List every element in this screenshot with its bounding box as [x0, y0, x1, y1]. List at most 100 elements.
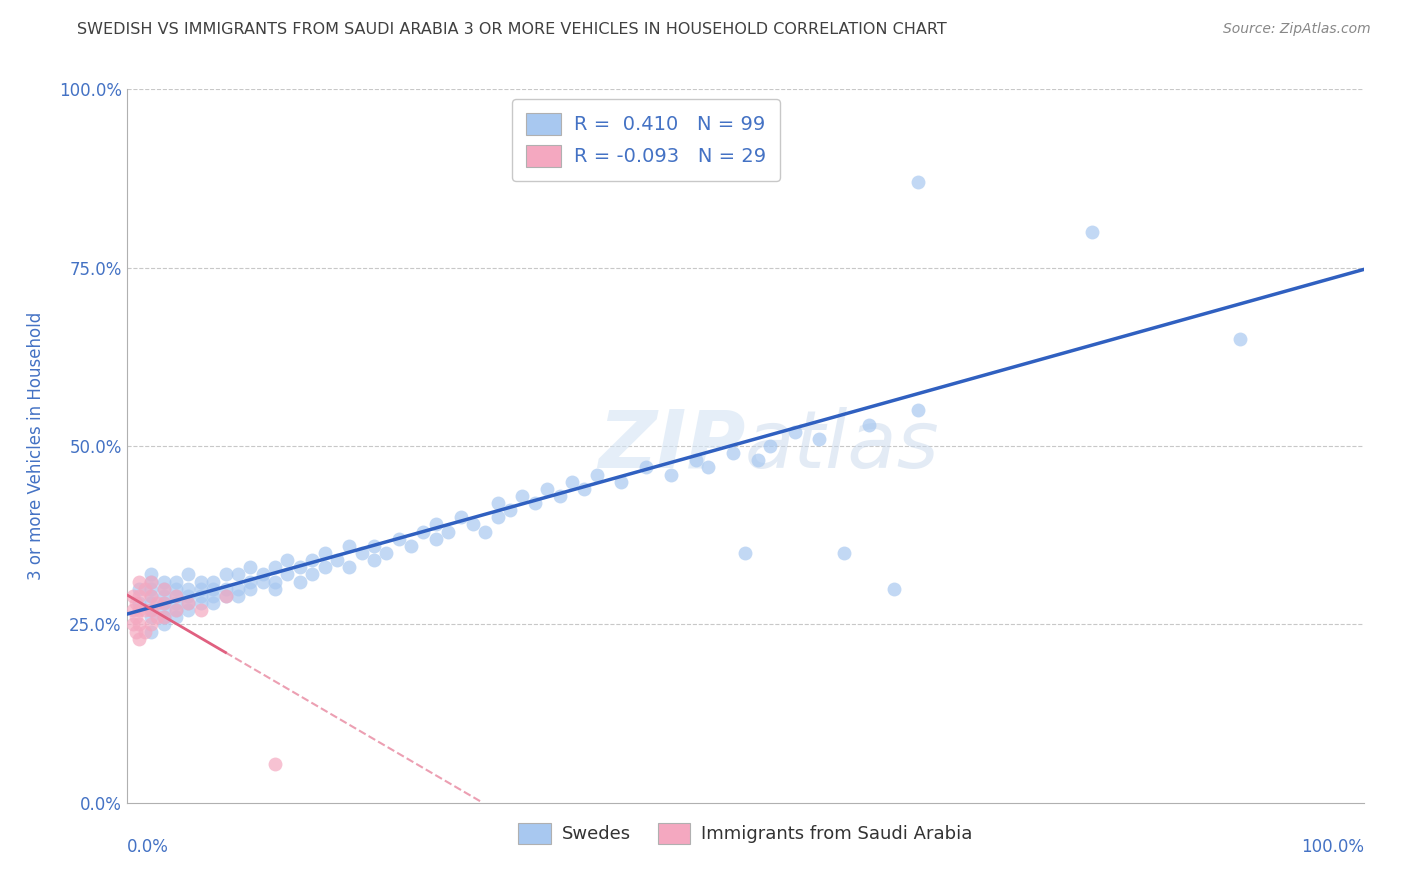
Point: [146, 610, 169, 624]
Point: [141, 617, 163, 632]
Point: [226, 582, 249, 596]
Point: [152, 596, 174, 610]
Point: [214, 589, 236, 603]
Point: [425, 517, 447, 532]
Point: [190, 574, 212, 589]
Point: [437, 524, 460, 539]
Point: [165, 603, 187, 617]
Y-axis label: 3 or more Vehicles in Household: 3 or more Vehicles in Household: [27, 312, 45, 580]
Point: [375, 546, 398, 560]
Point: [301, 553, 323, 567]
Point: [128, 632, 150, 646]
Point: [202, 574, 225, 589]
Point: [121, 589, 143, 603]
Point: [190, 582, 212, 596]
Point: [134, 603, 156, 617]
Point: [252, 574, 274, 589]
Point: [165, 574, 187, 589]
Point: [141, 624, 163, 639]
Point: [202, 596, 225, 610]
Point: [239, 574, 262, 589]
Point: [276, 567, 298, 582]
Point: [747, 453, 769, 467]
Point: [128, 582, 150, 596]
Point: [226, 567, 249, 582]
Point: [125, 624, 148, 639]
Point: [128, 603, 150, 617]
Point: [264, 560, 287, 574]
Point: [759, 439, 782, 453]
Point: [128, 574, 150, 589]
Point: [239, 560, 262, 574]
Point: [425, 532, 447, 546]
Point: [808, 432, 831, 446]
Point: [252, 567, 274, 582]
Point: [486, 510, 509, 524]
Point: [907, 403, 929, 417]
Text: SWEDISH VS IMMIGRANTS FROM SAUDI ARABIA 3 OR MORE VEHICLES IN HOUSEHOLD CORRELAT: SWEDISH VS IMMIGRANTS FROM SAUDI ARABIA …: [77, 22, 948, 37]
Point: [134, 624, 156, 639]
Point: [152, 610, 174, 624]
Point: [125, 610, 148, 624]
Point: [165, 596, 187, 610]
Point: [121, 617, 143, 632]
Point: [585, 467, 607, 482]
Point: [314, 546, 336, 560]
Point: [883, 582, 905, 596]
Text: 100.0%: 100.0%: [1301, 838, 1364, 856]
Point: [697, 460, 720, 475]
Point: [239, 582, 262, 596]
Point: [574, 482, 596, 496]
Text: 0.0%: 0.0%: [127, 838, 169, 856]
Point: [177, 603, 200, 617]
Point: [134, 582, 156, 596]
Point: [388, 532, 411, 546]
Point: [907, 175, 929, 189]
Point: [121, 603, 143, 617]
Text: atlas: atlas: [745, 407, 941, 485]
Point: [141, 574, 163, 589]
Point: [610, 475, 633, 489]
Point: [141, 603, 163, 617]
Point: [146, 596, 169, 610]
Point: [226, 589, 249, 603]
Point: [177, 589, 200, 603]
Point: [548, 489, 571, 503]
Point: [165, 603, 187, 617]
Point: [659, 467, 682, 482]
Point: [326, 553, 349, 567]
Text: Source: ZipAtlas.com: Source: ZipAtlas.com: [1223, 22, 1371, 37]
Point: [190, 589, 212, 603]
Point: [152, 582, 174, 596]
Point: [152, 610, 174, 624]
Point: [214, 582, 236, 596]
Point: [314, 560, 336, 574]
Point: [214, 567, 236, 582]
Point: [141, 589, 163, 603]
Point: [165, 589, 187, 603]
Point: [264, 582, 287, 596]
Point: [128, 589, 150, 603]
Point: [461, 517, 484, 532]
Point: [561, 475, 583, 489]
Point: [141, 574, 163, 589]
Point: [165, 610, 187, 624]
Point: [177, 567, 200, 582]
Point: [523, 496, 546, 510]
Point: [152, 582, 174, 596]
Point: [350, 546, 373, 560]
Point: [288, 560, 311, 574]
Point: [152, 603, 174, 617]
Point: [1080, 225, 1102, 239]
Point: [152, 574, 174, 589]
Point: [734, 139, 756, 153]
Point: [202, 582, 225, 596]
Point: [858, 417, 880, 432]
Point: [165, 582, 187, 596]
Point: [721, 446, 744, 460]
Point: [177, 596, 200, 610]
Point: [399, 539, 422, 553]
Point: [141, 603, 163, 617]
Point: [141, 582, 163, 596]
Point: [412, 524, 434, 539]
